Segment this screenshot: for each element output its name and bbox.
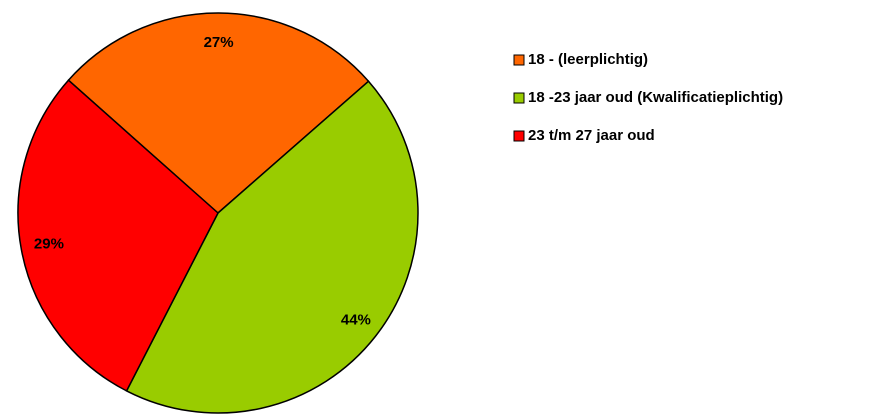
legend-label: 18 -23 jaar oud (Kwalificatieplichtig) — [528, 89, 783, 106]
data-label: 44% — [341, 312, 371, 329]
data-label: 29% — [34, 236, 64, 253]
legend-swatch — [513, 130, 525, 142]
pie-slice — [125, 80, 419, 414]
legend-swatch — [513, 54, 525, 66]
legend-label: 23 t/m 27 jaar oud — [528, 127, 655, 144]
pie-slice — [67, 12, 370, 214]
pie-slice — [17, 79, 219, 392]
legend-label: 18 - (leerplichtig) — [528, 51, 648, 68]
data-label: 27% — [204, 34, 234, 51]
legend-swatch — [513, 92, 525, 104]
